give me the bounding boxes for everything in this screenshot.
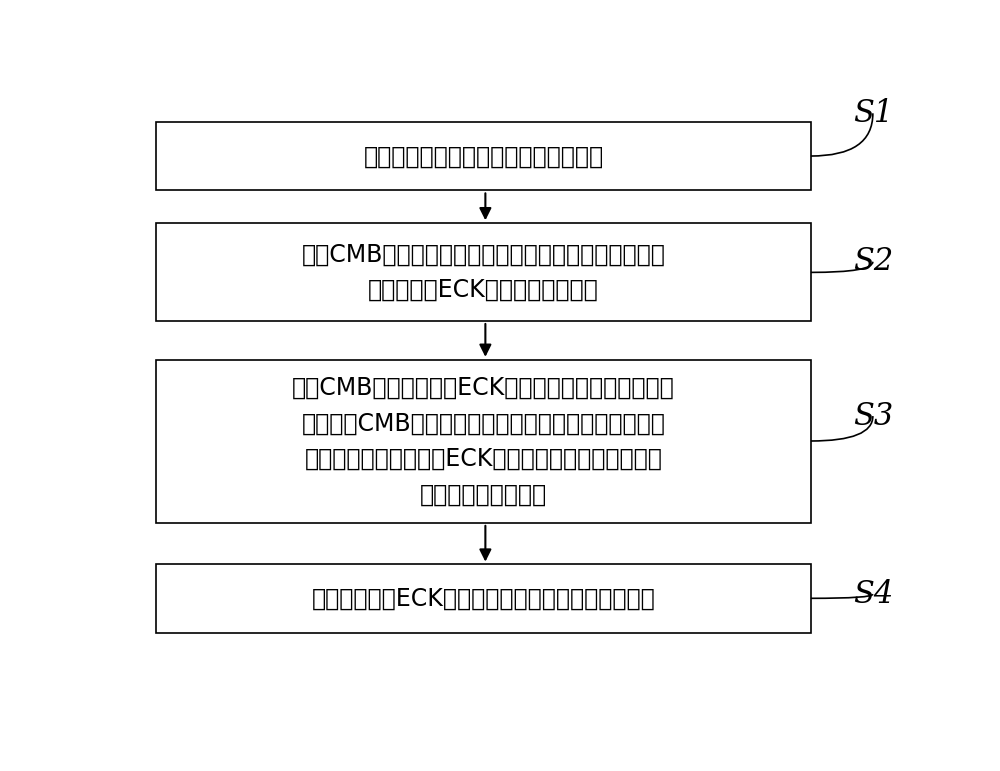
Text: S4: S4 (853, 579, 893, 610)
Text: S2: S2 (853, 246, 893, 278)
Text: 利用修正后的ECK法最优参数组合进行基流分割计算: 利用修正后的ECK法最优参数组合进行基流分割计算 (312, 587, 655, 611)
FancyBboxPatch shape (156, 122, 811, 190)
Text: 利用CMB法进行基流分割，得到日基流量，并将分割结
果作为后续ECK法参数修正的标准: 利用CMB法进行基流分割，得到日基流量，并将分割结 果作为后续ECK法参数修正的… (302, 242, 665, 301)
FancyBboxPatch shape (156, 359, 811, 523)
Text: 收集数据，包括日径流量和电导率数据: 收集数据，包括日径流量和电导率数据 (363, 144, 604, 168)
FancyBboxPatch shape (156, 223, 811, 321)
Text: S3: S3 (853, 401, 893, 432)
Text: 根据CMB法分割结果对ECK法参数按逐年、分季节进行
修正，以CMB法得到的日基流量数据作为标准，寻找使
得基流计算误差最小的ECK法参数组合，得到丰水期、
枯: 根据CMB法分割结果对ECK法参数按逐年、分季节进行 修正，以CMB法得到的日基… (292, 376, 675, 507)
FancyBboxPatch shape (156, 564, 811, 633)
Text: S1: S1 (853, 98, 893, 129)
